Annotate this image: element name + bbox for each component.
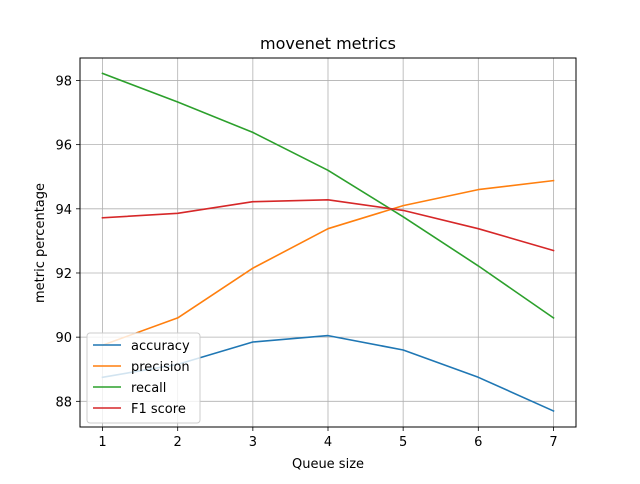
legend-label: recall [131,381,166,396]
chart-title: movenet metrics [260,34,396,53]
y-tick-label: 90 [55,331,72,346]
series-line-f1-score [101,199,555,252]
y-tick-label: 92 [55,267,72,282]
x-ticks: 1 2 3 4 5 6 7 [98,427,558,450]
series-line-recall [101,72,555,320]
y-tick-label: 98 [55,74,72,89]
x-tick-label: 4 [324,435,332,450]
x-tick-label: 2 [174,435,182,450]
x-axis-label: Queue size [292,457,364,472]
grid [80,58,576,427]
y-ticks: 88 90 92 94 96 98 [55,74,80,410]
y-tick-label: 94 [55,203,72,218]
legend: accuracy precision recall F1 score [86,332,201,424]
x-tick-label: 1 [98,435,106,450]
legend-label: accuracy [131,339,190,354]
x-tick-label: 7 [549,435,557,450]
x-tick-label: 3 [249,435,257,450]
legend-box [86,332,201,424]
legend-label: F1 score [131,402,186,417]
x-tick-label: 5 [399,435,407,450]
y-tick-label: 96 [55,139,72,154]
series-line-precision [101,179,555,347]
legend-label: precision [131,360,190,375]
y-axis-label: metric percentage [33,183,48,303]
y-tick-label: 88 [55,395,72,410]
x-tick-label: 6 [474,435,482,450]
